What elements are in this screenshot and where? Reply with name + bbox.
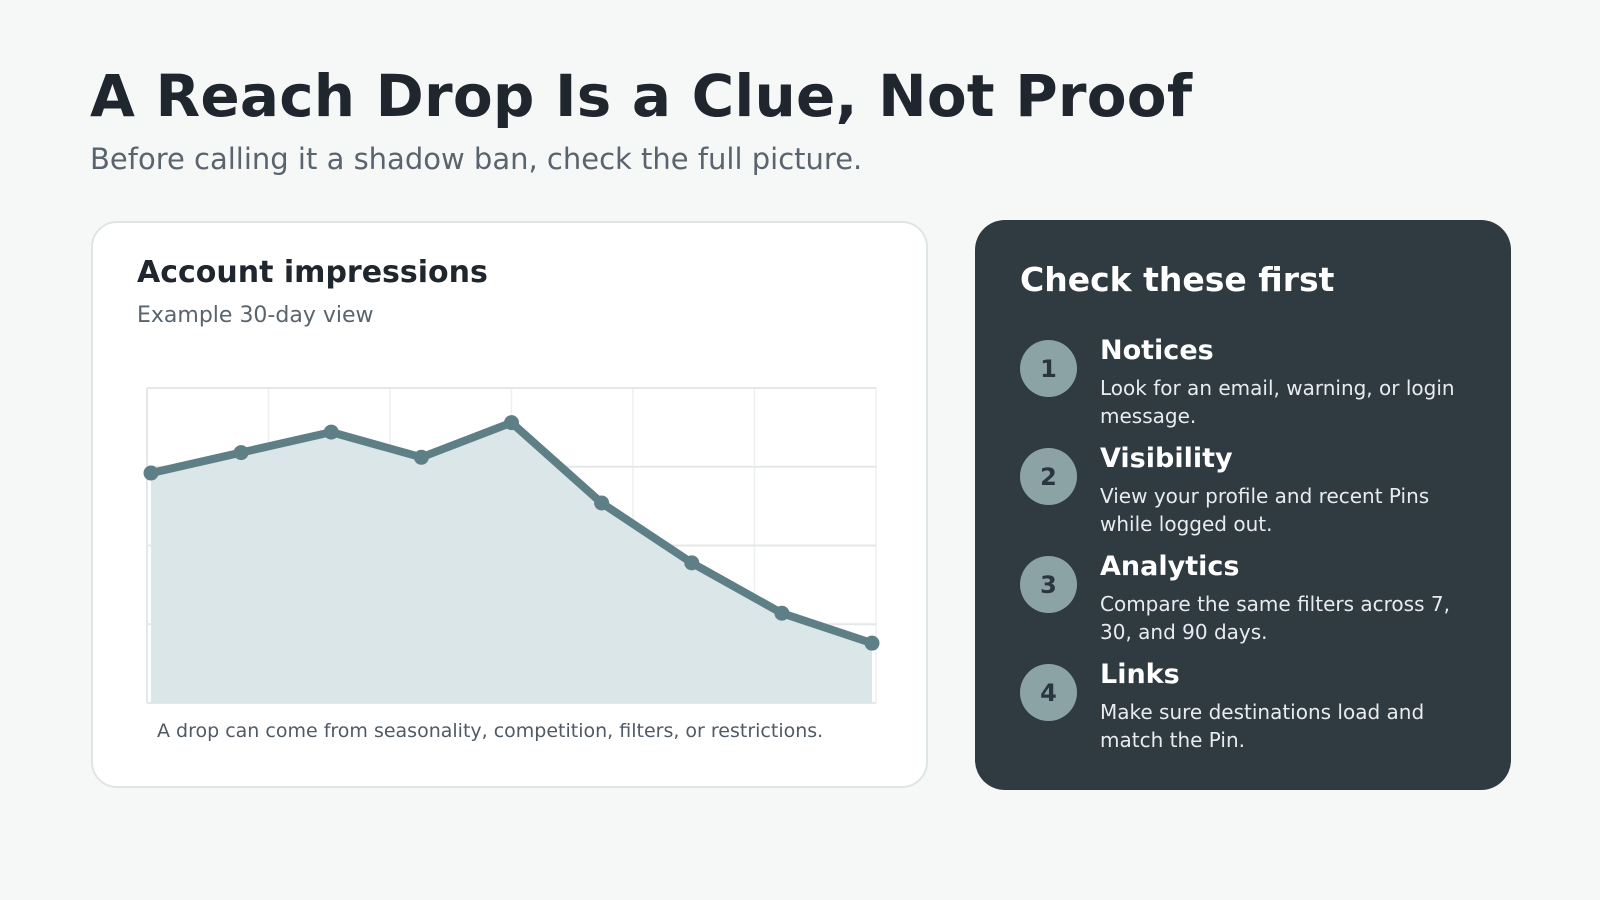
checklist-item-heading: Analytics <box>1100 551 1240 582</box>
checklist-item-text: Make sure destinations load and match th… <box>1100 700 1425 752</box>
checklist-item-heading: Notices <box>1100 335 1214 366</box>
page-subtitle: Before calling it a shadow ban, check th… <box>90 142 863 176</box>
checklist-card: Check these first 1 Notices Look for an … <box>975 220 1511 790</box>
step-number-badge: 2 <box>1020 448 1077 505</box>
step-number-badge: 1 <box>1020 340 1077 397</box>
checklist-item-heading: Visibility <box>1100 443 1233 474</box>
chart-data-point <box>864 635 880 651</box>
step-number-badge: 3 <box>1020 556 1077 613</box>
checklist-item-text: Look for an email, warning, or login mes… <box>1100 376 1455 428</box>
checklist-item-visibility: 2 Visibility View your profile and recen… <box>1020 443 1470 548</box>
impressions-chart <box>143 387 880 704</box>
chart-area-fill <box>151 422 872 703</box>
chart-data-point <box>233 445 249 461</box>
chart-data-point <box>594 495 610 511</box>
checklist-title: Check these first <box>1020 260 1335 299</box>
chart-data-point <box>774 605 790 621</box>
chart-data-point <box>684 555 700 571</box>
page-title: A Reach Drop Is a Clue, Not Proof <box>90 62 1193 130</box>
chart-card: Account impressions Example 30-day view … <box>91 221 928 788</box>
chart-data-point <box>143 465 159 481</box>
checklist-item-text: Compare the same filters across 7, 30, a… <box>1100 592 1450 644</box>
step-number-badge: 4 <box>1020 664 1077 721</box>
checklist-item-notices: 1 Notices Look for an email, warning, or… <box>1020 335 1470 440</box>
checklist-item-heading: Links <box>1100 659 1180 690</box>
chart-data-point <box>323 424 339 440</box>
checklist-item-links: 4 Links Make sure destinations load and … <box>1020 659 1470 764</box>
chart-data-point <box>413 449 429 465</box>
chart-data-point <box>504 415 519 431</box>
checklist-item-analytics: 3 Analytics Compare the same filters acr… <box>1020 551 1470 656</box>
chart-subtitle: Example 30-day view <box>137 303 374 328</box>
chart-title: Account impressions <box>137 255 488 290</box>
checklist-item-text: View your profile and recent Pins while … <box>1100 484 1430 536</box>
chart-note: A drop can come from seasonality, compet… <box>157 720 824 742</box>
